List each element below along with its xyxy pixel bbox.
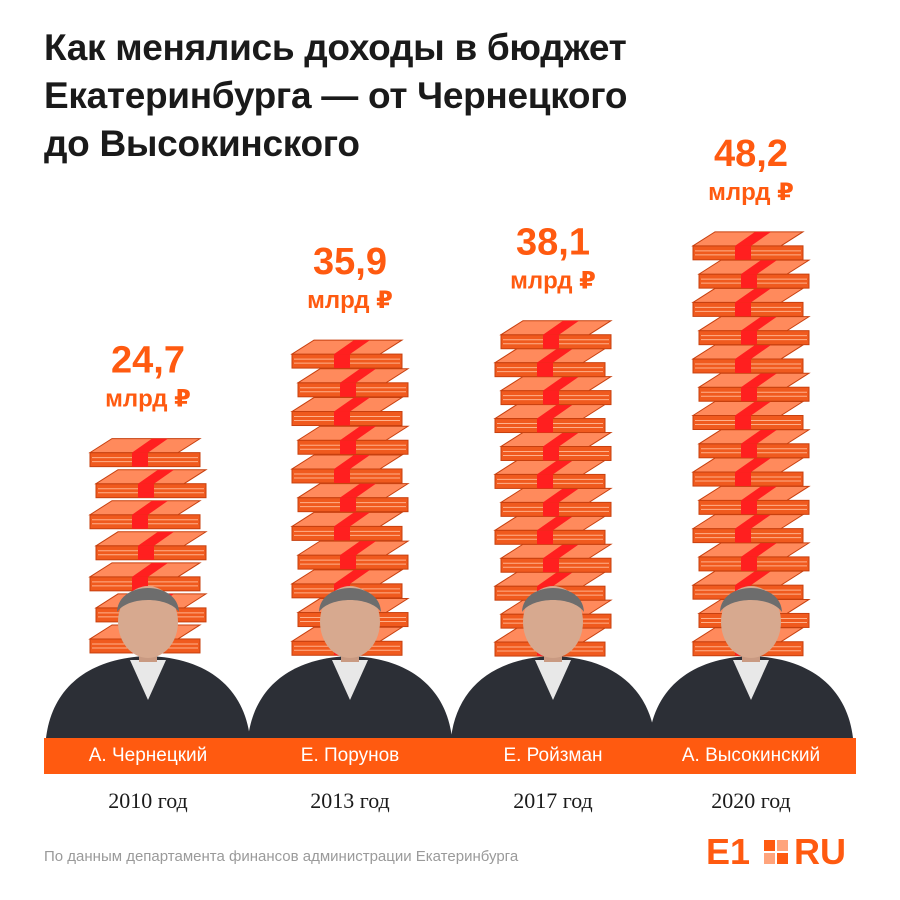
money-bundle	[290, 339, 404, 369]
money-bundle	[499, 543, 613, 573]
money-bundle	[94, 469, 208, 499]
year-label: 2017 год	[513, 788, 593, 813]
names-strip	[44, 738, 856, 774]
shirt-collar	[130, 660, 166, 700]
money-bundle	[697, 259, 811, 289]
money-bundle	[493, 404, 607, 434]
money-bundle	[697, 485, 811, 515]
money-bundle	[296, 540, 410, 570]
mayor-name: А. Высокинский	[681, 745, 821, 766]
money-bundle	[499, 431, 613, 461]
money-bundle	[88, 438, 202, 468]
value-unit-label: млрд ₽	[510, 268, 596, 295]
money-bundle	[88, 500, 202, 530]
year-label: 2013 год	[310, 788, 390, 813]
money-bundle	[697, 542, 811, 572]
money-bundle	[296, 425, 410, 455]
value-unit-label: млрд ₽	[307, 287, 393, 314]
mayor-name: Е. Порунов	[300, 745, 400, 766]
value-unit-label: млрд ₽	[708, 179, 794, 206]
money-bundle	[697, 429, 811, 459]
shirt-collar	[535, 660, 571, 700]
mayor-portrait	[248, 586, 452, 738]
money-bundle	[88, 562, 202, 592]
value-label: 38,1	[516, 222, 590, 264]
mayor-name: А. Чернецкий	[88, 745, 208, 766]
value-label: 48,2	[714, 133, 788, 175]
mayor-portraits	[46, 586, 853, 738]
source-note: По данным департамента финансов админист…	[44, 848, 519, 865]
money-bundle	[697, 372, 811, 402]
money-bundle	[290, 454, 404, 484]
chart-title-line-3: до Высокинского	[44, 123, 360, 164]
year-label: 2020 год	[711, 788, 791, 813]
money-stacks	[88, 231, 811, 657]
money-stack	[290, 339, 410, 656]
money-bundle	[697, 316, 811, 346]
money-bundle	[296, 483, 410, 513]
money-stack	[493, 320, 613, 657]
value-unit-label: млрд ₽	[105, 386, 191, 413]
mayor-portrait	[649, 586, 853, 738]
chart-title-line-1: Как менялись доходы в бюджет	[44, 27, 627, 68]
logo-e1: E1	[706, 831, 751, 872]
money-bundle	[499, 320, 613, 350]
money-bundle	[499, 376, 613, 406]
mayor-name: Е. Ройзман	[503, 745, 603, 766]
hair	[319, 588, 381, 612]
money-bundle	[290, 397, 404, 427]
year-label: 2010 год	[108, 788, 188, 813]
money-bundle	[691, 514, 805, 544]
hair	[117, 588, 179, 612]
money-bundle	[493, 348, 607, 378]
value-label: 24,7	[111, 340, 185, 382]
chart-title-line-2: Екатеринбурга — от Чернецкого	[44, 75, 628, 116]
value-labels: 24,7 млрд ₽ 35,9 млрд ₽ 38,1 млрд ₽ 48,2 млрд ₽	[105, 133, 794, 413]
shirt-collar	[332, 660, 368, 700]
value-label: 35,9	[313, 241, 387, 283]
money-bundle	[691, 287, 805, 317]
money-bundle	[296, 368, 410, 398]
logo-square-icon	[764, 840, 788, 864]
money-bundle	[691, 457, 805, 487]
money-bundle	[691, 231, 805, 261]
hair	[522, 588, 584, 612]
money-bundle	[94, 531, 208, 561]
mayor-portrait	[451, 586, 655, 738]
chart-title: Как менялись доходы в бюджет Екатеринбур…	[44, 24, 844, 168]
money-bundle	[499, 487, 613, 517]
face	[721, 586, 781, 658]
face	[320, 586, 380, 658]
shirt-collar	[733, 660, 769, 700]
money-bundle	[290, 511, 404, 541]
money-bundle	[493, 515, 607, 545]
money-bundle	[691, 401, 805, 431]
money-bundle	[691, 344, 805, 374]
face	[523, 586, 583, 658]
hair	[720, 588, 782, 612]
face	[118, 586, 178, 658]
mayor-portrait	[46, 586, 250, 738]
logo-ru: RU	[794, 831, 846, 872]
money-bundle	[493, 459, 607, 489]
